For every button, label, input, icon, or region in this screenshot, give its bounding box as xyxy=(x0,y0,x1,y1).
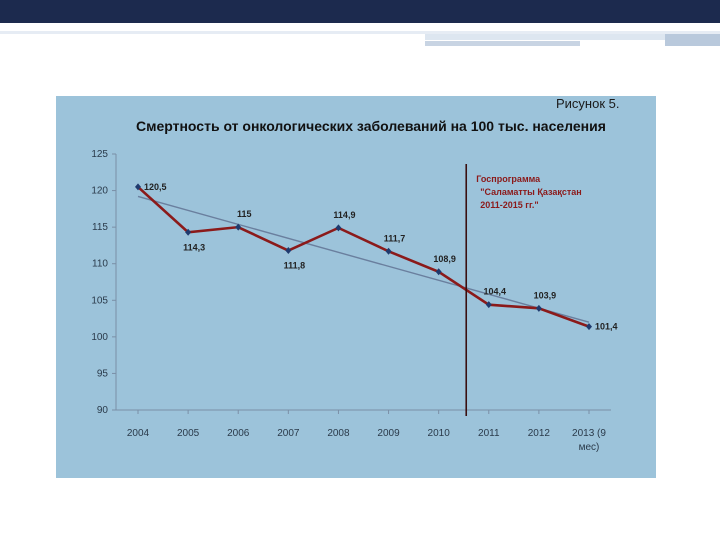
data-point xyxy=(235,223,242,231)
chart-panel xyxy=(56,96,656,478)
data-point xyxy=(135,183,141,191)
data-label: 115 xyxy=(237,209,252,219)
annotation-text: Госпрограмма xyxy=(476,174,541,184)
data-point xyxy=(285,247,292,255)
chart-title: Смертность от онкологических заболеваний… xyxy=(136,118,606,134)
y-tick-label: 110 xyxy=(92,259,108,270)
header-accent-block xyxy=(665,34,720,46)
series-line xyxy=(137,185,590,328)
data-point xyxy=(535,304,542,312)
data-point xyxy=(185,228,192,236)
y-tick-label: 100 xyxy=(91,332,108,343)
x-tick-label: 2007 xyxy=(277,428,300,439)
header-bar xyxy=(0,0,720,23)
x-tick-label: 2009 xyxy=(377,428,400,439)
x-tick-label: 2012 xyxy=(528,428,551,439)
data-label: 103,9 xyxy=(534,290,557,300)
header-accent-bar xyxy=(425,34,720,40)
y-tick-label: 90 xyxy=(97,405,109,416)
trend-layer xyxy=(137,195,590,323)
header-spacer xyxy=(0,23,720,32)
data-label: 114,3 xyxy=(183,242,205,252)
x-tick-label: мес) xyxy=(579,442,600,453)
y-tick-label: 120 xyxy=(91,186,108,197)
data-point xyxy=(586,323,592,331)
data-point xyxy=(485,301,492,309)
data-label: 111,8 xyxy=(284,261,306,271)
figure-label: Рисунок 5. xyxy=(556,96,620,111)
data-label: 104,4 xyxy=(484,287,507,297)
data-point xyxy=(435,268,442,276)
header-accent-bar-short xyxy=(425,41,580,46)
annotation-layer: Госпрограмма "Саламатты Қазақстан 2011-201… xyxy=(465,164,582,416)
y-tick-label: 125 xyxy=(91,149,108,160)
x-tick-label: 2010 xyxy=(428,428,451,439)
annotation-text: 2011-2015 гг." xyxy=(480,200,538,210)
series-layer xyxy=(135,183,592,331)
x-tick-label: 2011 xyxy=(478,428,500,439)
x-tick-label: 2006 xyxy=(227,428,250,439)
data-labels: 120,5 114,3 115 111,8 114,9 111,7 108,9 104,4 10… xyxy=(144,182,618,332)
chart-axes xyxy=(115,154,611,411)
data-point xyxy=(385,247,392,255)
header-accent-line xyxy=(0,31,720,34)
data-label: 108,9 xyxy=(433,254,456,264)
x-tick-label: 2013 (9 xyxy=(572,428,606,439)
y-tick-label: 115 xyxy=(92,222,108,233)
data-label: 114,9 xyxy=(333,210,355,220)
data-label: 111,7 xyxy=(384,233,406,243)
trend-line xyxy=(137,195,590,323)
data-label: 120,5 xyxy=(144,182,167,192)
y-tick-label: 95 xyxy=(97,368,109,379)
x-tick-label: 2008 xyxy=(327,428,350,439)
data-label: 101,4 xyxy=(595,322,618,332)
y-tick-label: 105 xyxy=(91,295,108,306)
x-tick-label: 2005 xyxy=(177,428,200,439)
chart-ticks: 90 95 100 105 110 115 120 125 2004 2005 2006 2007 20… xyxy=(91,149,606,453)
line-chart: 90 95 100 105 110 115 120 125 2004 2005 2006 2007 20… xyxy=(91,149,618,453)
data-point xyxy=(335,224,342,232)
x-tick-label: 2004 xyxy=(127,428,150,439)
annotation-text: "Саламатты Қазақстан xyxy=(480,187,581,197)
